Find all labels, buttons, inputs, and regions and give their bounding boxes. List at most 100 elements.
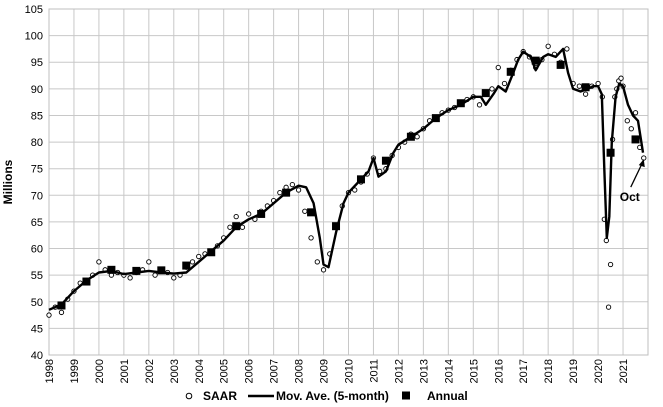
- y-tick-label: 95: [31, 57, 43, 69]
- y-tick-label: 65: [31, 217, 43, 229]
- saar-point: [607, 261, 614, 268]
- x-axis-ticks: 1998 1999 2000 2001 2002 2003 2004 2005 2006 2007…: [44, 359, 630, 383]
- annual-point: [356, 175, 365, 184]
- saar-point: [624, 118, 630, 124]
- saar-point: [233, 213, 239, 220]
- saar-point: [308, 235, 314, 241]
- annual-point: [531, 56, 540, 65]
- saar-point: [46, 312, 52, 318]
- annual-point: [207, 248, 216, 257]
- x-tick-label: 2015: [468, 359, 480, 383]
- x-tick-label: 2004: [194, 359, 206, 383]
- legend-open-circle-icon: [185, 392, 193, 400]
- legend: SAAR Mov. Ave. (5-month) Annual: [185, 389, 468, 403]
- y-tick-label: 75: [31, 164, 43, 176]
- y-tick-label: 60: [31, 244, 43, 256]
- annotation-arrow: [630, 161, 644, 188]
- x-tick-label: 2014: [443, 359, 455, 383]
- saar-point: [152, 272, 158, 278]
- legend-item-saar: SAAR: [185, 389, 237, 403]
- x-tick-label: 2007: [269, 359, 281, 383]
- annual-point: [556, 60, 565, 69]
- y-tick-label: 100: [25, 31, 43, 43]
- legend-label-moving-average: Mov. Ave. (5-month): [276, 389, 389, 403]
- y-tick-label: 90: [31, 84, 43, 96]
- annual-point: [182, 261, 191, 270]
- saar-point: [489, 86, 495, 92]
- saar-point: [239, 224, 246, 230]
- moving-average-line: [48, 47, 645, 311]
- x-tick-label: 2016: [493, 359, 505, 383]
- annual-point: [581, 83, 590, 92]
- series-layer: [46, 43, 647, 318]
- annual-point: [307, 208, 316, 217]
- x-tick-label: 2006: [244, 359, 256, 383]
- y-axis-title: Millions: [1, 159, 15, 204]
- saar-point: [146, 259, 152, 265]
- x-tick-label: 2013: [418, 359, 430, 383]
- saar-point: [302, 208, 308, 214]
- saar-point: [545, 43, 551, 49]
- saar-point: [414, 134, 420, 140]
- annual-point: [57, 301, 66, 310]
- annotation-layer: Oct: [620, 159, 645, 204]
- saar-point: [127, 275, 133, 281]
- annual-point: [506, 67, 515, 76]
- x-tick-label: 2009: [319, 359, 331, 383]
- saar-point: [605, 304, 612, 310]
- x-tick-label: 2005: [219, 359, 231, 383]
- saar-point: [171, 275, 177, 281]
- legend-filled-square-icon: [402, 391, 410, 400]
- saar-point: [246, 211, 252, 217]
- y-tick-label: 70: [31, 190, 43, 202]
- annual-point: [282, 188, 291, 197]
- annual-point: [606, 148, 615, 157]
- y-tick-label: 85: [31, 110, 43, 122]
- saar-point: [295, 187, 302, 193]
- x-tick-label: 2021: [618, 359, 630, 383]
- saar-point: [58, 309, 65, 316]
- x-tick-label: 2003: [169, 359, 181, 383]
- y-tick-label: 80: [31, 137, 43, 149]
- saar-point: [476, 102, 483, 108]
- annual-point: [132, 266, 141, 275]
- saar-point: [96, 259, 102, 265]
- annual-point: [631, 135, 640, 144]
- annotation-arrow-head: [638, 159, 645, 168]
- saar-point: [618, 75, 624, 81]
- plot-frame: [48, 8, 649, 356]
- annual-point: [257, 209, 266, 218]
- x-tick-label: 2008: [294, 359, 306, 383]
- legend-item-moving-average: Mov. Ave. (5-month): [248, 389, 389, 403]
- y-tick-label: 55: [31, 270, 43, 282]
- saar-point: [196, 253, 202, 260]
- annual-point: [232, 222, 241, 231]
- annotation-oct: Oct: [620, 190, 640, 204]
- annual-point: [456, 99, 465, 108]
- legend-item-annual: Annual: [402, 389, 468, 403]
- saar-point: [227, 224, 233, 230]
- saar-point: [495, 64, 501, 71]
- x-tick-label: 2010: [344, 359, 356, 383]
- x-tick-label: 2011: [368, 359, 380, 383]
- x-tick-label: 2002: [144, 359, 156, 383]
- saar-point: [632, 110, 639, 116]
- annual-point: [157, 266, 166, 275]
- annual-point: [381, 156, 390, 165]
- annual-point: [431, 114, 440, 123]
- x-tick-label: 2017: [518, 359, 530, 383]
- x-tick-label: 2020: [593, 359, 605, 383]
- y-tick-label: 50: [31, 297, 43, 309]
- x-tick-label: 1998: [44, 359, 56, 383]
- annual-point: [107, 265, 116, 274]
- annual-point: [82, 277, 91, 286]
- saar-point: [277, 189, 283, 196]
- saar-point: [314, 259, 320, 265]
- saar-point: [320, 267, 327, 273]
- y-tick-label: 105: [25, 4, 43, 16]
- y-tick-label: 45: [31, 323, 43, 335]
- annual-point: [332, 222, 341, 231]
- saar-point: [289, 182, 295, 188]
